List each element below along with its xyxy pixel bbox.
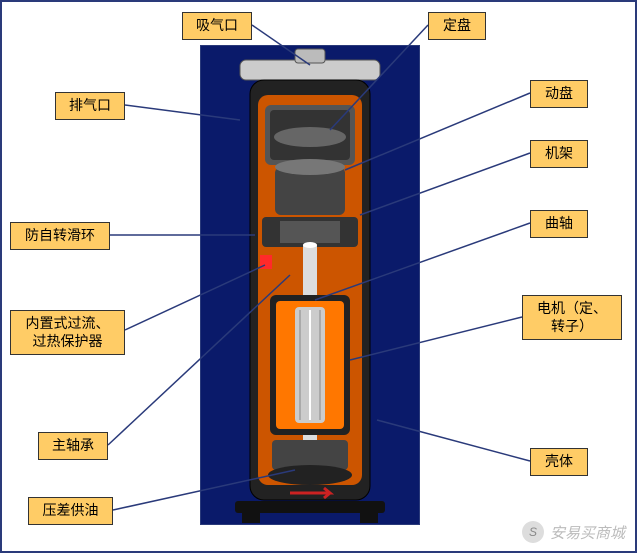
label-crankshaft: 曲轴 [530, 210, 588, 238]
label-frame: 机架 [530, 140, 588, 168]
compressor-cutaway [200, 45, 420, 525]
label-suction-port: 吸气口 [182, 12, 252, 40]
label-orbiting-scroll: 动盘 [530, 80, 588, 108]
label-motor: 电机（定、 转子） [522, 295, 622, 340]
label-built-in-protect: 内置式过流、 过热保护器 [10, 310, 125, 355]
label-exhaust-port: 排气口 [55, 92, 125, 120]
wechat-icon: S [522, 521, 544, 543]
label-anti-rotation: 防自转滑环 [10, 222, 110, 250]
watermark-text: 安易买商城 [550, 522, 625, 543]
label-shell: 壳体 [530, 448, 588, 476]
label-pressure-oil: 压差供油 [28, 497, 113, 525]
watermark: S 安易买商城 [522, 521, 625, 543]
label-main-bearing: 主轴承 [38, 432, 108, 460]
label-fixed-scroll: 定盘 [428, 12, 486, 40]
